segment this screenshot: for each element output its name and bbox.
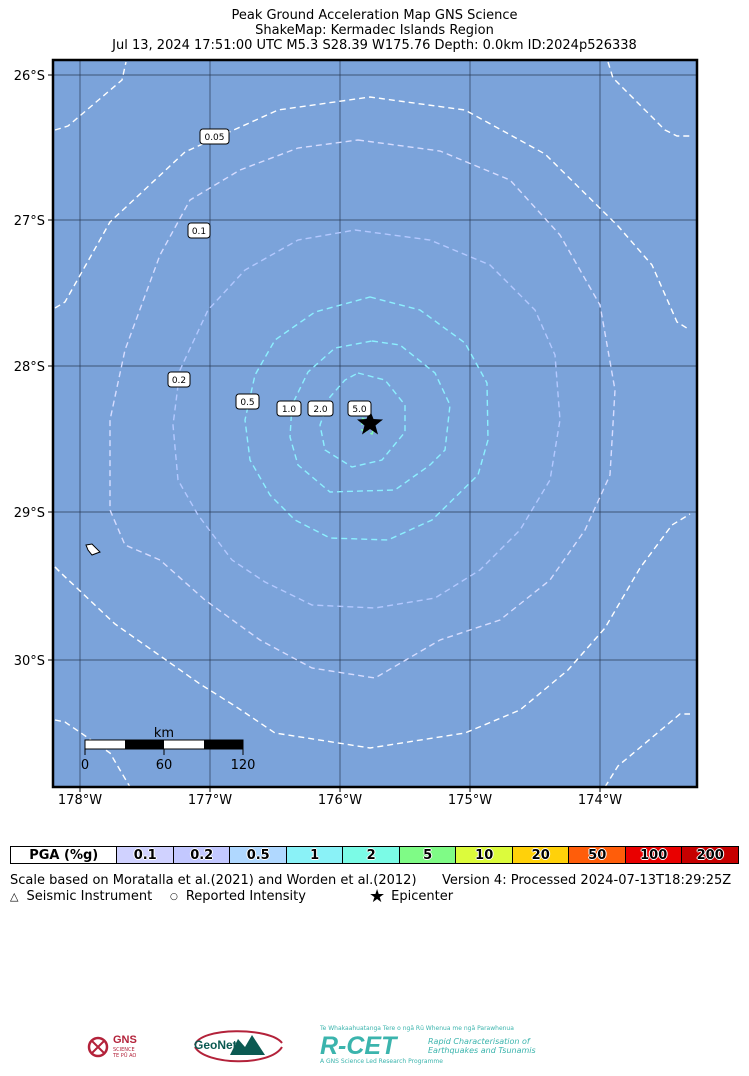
legend-cell-20: 20 — [511, 847, 569, 863]
scale-bar-segment — [125, 740, 164, 749]
geonet-swoosh-icon — [194, 1030, 283, 1063]
version-note: Version 4: Processed 2024-07-13T18:29:25… — [442, 873, 732, 888]
contour-1.0 — [244, 296, 489, 541]
lat-label-28s: 28°S — [14, 360, 45, 375]
contour-label-box — [276, 400, 302, 417]
key-epicenter-label: Epicenter — [391, 889, 454, 904]
contour-label-box — [199, 128, 230, 145]
contour-0.05-south — [54, 513, 691, 749]
scale-unit-label: km — [154, 726, 174, 741]
gns-emblem-icon — [87, 1036, 109, 1058]
lat-label-30s: 30°S — [14, 654, 45, 669]
graticule — [53, 60, 697, 787]
lon-label-175w: 175°W — [448, 793, 492, 808]
gns-logo: GNS SCIENCE TE PŪ AO — [86, 1025, 156, 1065]
event-details: Jul 13, 2024 17:51:00 UTC M5.3 S28.39 W1… — [112, 38, 637, 53]
key-epicenter: ★ Epicenter — [369, 886, 454, 907]
contour-5.0-inner — [361, 416, 376, 435]
contour-0.05-ne — [607, 61, 690, 137]
axis-ticks — [48, 74, 601, 792]
contour-label-group: 0.05 0.1 0.2 0.5 1.0 2.0 5.0 — [167, 128, 372, 417]
contour-label-box — [235, 393, 260, 410]
legend-cell-200: 200 — [681, 847, 738, 863]
lat-label-27s: 27°S — [14, 214, 45, 229]
contour-label-0.1: 0.1 — [192, 227, 206, 237]
contour-label-box — [307, 400, 334, 417]
map-title: Peak Ground Acceleration Map GNS Science — [231, 8, 518, 23]
contour-label-1.0: 1.0 — [282, 405, 297, 415]
contour-0.05-nw — [54, 61, 127, 131]
contour-label-0.05: 0.05 — [204, 133, 224, 143]
map-frame — [51, 58, 699, 789]
gns-logo-text: GNS — [113, 1034, 137, 1046]
circle-icon: ○ — [170, 891, 178, 902]
scale-bar-segment — [204, 740, 243, 749]
contour-label-box — [187, 222, 211, 239]
rcet-top-text: Te Whakaahuatanga Tere o ngā Rū Whenua m… — [320, 1025, 514, 1032]
scale-note: Scale based on Moratalla et al.(2021) an… — [10, 873, 417, 888]
contour-0.05-se — [604, 713, 690, 788]
legend-cell-0.1: 0.1 — [116, 847, 173, 863]
legend-cell-1: 1 — [285, 847, 343, 863]
contour-0.05-sw — [54, 719, 131, 788]
key-seismic-instrument: △ Seismic Instrument — [10, 889, 152, 904]
geonet-logo-text: GeoNet — [194, 1038, 237, 1052]
contour-2.0 — [289, 340, 451, 493]
rcet-logo: Te Whakaahuatanga Tere o ngā Rū Whenua m… — [320, 1025, 536, 1067]
lon-label-178w: 178°W — [58, 793, 102, 808]
legend-cell-0.2: 0.2 — [172, 847, 230, 863]
legend-cell-100: 100 — [624, 847, 682, 863]
legend-cell-50: 50 — [568, 847, 625, 863]
legend-cell-0.5: 0.5 — [229, 847, 286, 863]
rcet-line2: Earthquakes and Tsunamis — [428, 1046, 536, 1055]
lon-label-176w: 176°W — [318, 793, 362, 808]
contour-label-box — [167, 371, 191, 388]
contour-label-2.0: 2.0 — [313, 405, 328, 415]
triangle-icon: △ — [10, 890, 19, 903]
legend-cell-5: 5 — [398, 847, 456, 863]
legend-header: PGA (%g) — [11, 847, 117, 863]
contour-label-0.5: 0.5 — [240, 398, 254, 408]
rcet-line1: Rapid Characterisation of — [428, 1037, 530, 1046]
rcet-title: R-CET — [320, 1032, 397, 1060]
legend-cell-10: 10 — [455, 847, 512, 863]
scale-tick-label-60: 60 — [156, 758, 173, 773]
scale-tick-label-120: 120 — [231, 758, 256, 773]
geonet-logo: GeoNet — [190, 1025, 285, 1065]
lon-label-177w: 177°W — [188, 793, 232, 808]
scale-tick-label-0: 0 — [81, 758, 89, 773]
star-icon: ★ — [369, 886, 386, 907]
contour-label-5.0: 5.0 — [352, 405, 367, 415]
lon-label-174w: 174°W — [578, 793, 622, 808]
gns-logo-sub2: TE PŪ AO — [113, 1053, 137, 1059]
contour-label-box — [347, 400, 372, 417]
island-raoul — [85, 543, 101, 556]
contour-0.1-arc — [54, 96, 691, 575]
legend-cell-2: 2 — [342, 847, 399, 863]
rcet-bottom-text: A GNS Science Led Research Programme — [320, 1058, 443, 1065]
contour-0.5 — [172, 229, 561, 609]
key-reported-label: Reported Intensity — [185, 889, 306, 904]
contour-5.0 — [319, 372, 406, 468]
pga-legend: PGA (%g) 0.1 0.2 0.5 1 2 5 10 20 50 100 … — [10, 846, 739, 864]
map-subtitle: ShakeMap: Kermadec Islands Region — [255, 23, 494, 38]
contour-0.2 — [109, 139, 616, 679]
gns-logo-sub1: SCIENCE — [113, 1047, 135, 1053]
lat-label-29s: 29°S — [14, 506, 45, 521]
contour-label-0.2: 0.2 — [172, 376, 186, 386]
scale-bar: km 0 60 120 — [81, 726, 256, 773]
key-instrument-label: Seismic Instrument — [26, 889, 153, 904]
key-reported-intensity: ○ Reported Intensity — [170, 889, 306, 904]
lat-label-26s: 26°S — [14, 69, 45, 84]
epicenter-star-icon — [357, 410, 383, 435]
